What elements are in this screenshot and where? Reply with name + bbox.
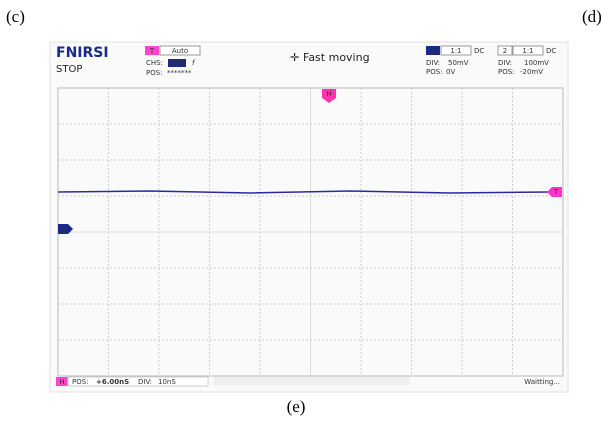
label: POS: <box>426 68 443 76</box>
footer-badge: H <box>59 378 64 386</box>
trigger-badge: T <box>149 47 155 55</box>
value: 0V <box>446 68 455 76</box>
ch1-badge: 1 <box>431 47 435 55</box>
panel-label: (c) <box>6 7 25 26</box>
page: (c) (d) (e) FNIRSI STOP T Auto CHS: CH1 … <box>0 0 616 419</box>
channel: CH1 <box>170 59 185 67</box>
ratio: 1:1 <box>522 47 533 55</box>
panel-label: (d) <box>582 7 602 26</box>
run-state: STOP <box>56 64 82 75</box>
h-marker-label: H <box>326 90 331 98</box>
label: DIV: <box>138 378 152 386</box>
acq-state: Waitting... <box>524 378 560 386</box>
value: 50mV <box>448 59 469 67</box>
trigger-marker-label: T <box>553 188 559 196</box>
coupling: DC <box>474 47 484 55</box>
label: POS: <box>498 68 515 76</box>
value: -20mV <box>520 68 543 76</box>
value: +6.00nS <box>96 378 129 386</box>
label: POS: <box>146 69 163 77</box>
label: CHS: <box>146 59 163 67</box>
brand: FNIRSI <box>56 45 109 61</box>
ch2-badge: 2 <box>503 47 507 55</box>
value: ******* <box>167 69 192 77</box>
coupling: DC <box>546 47 556 55</box>
value: 100mV <box>524 59 549 67</box>
cross: ✛ <box>290 51 299 64</box>
trigger-mode: Auto <box>172 47 188 55</box>
label: DIV: <box>498 59 512 67</box>
scroll-bar <box>214 377 410 385</box>
ratio: 1:1 <box>450 47 461 55</box>
panel-label: (e) <box>287 397 306 416</box>
ch1-marker-label: 1 <box>62 225 66 233</box>
label: POS: <box>72 378 89 386</box>
label: DIV: <box>426 59 440 67</box>
value: 10nS <box>158 378 176 386</box>
status: Fast moving <box>303 51 370 64</box>
